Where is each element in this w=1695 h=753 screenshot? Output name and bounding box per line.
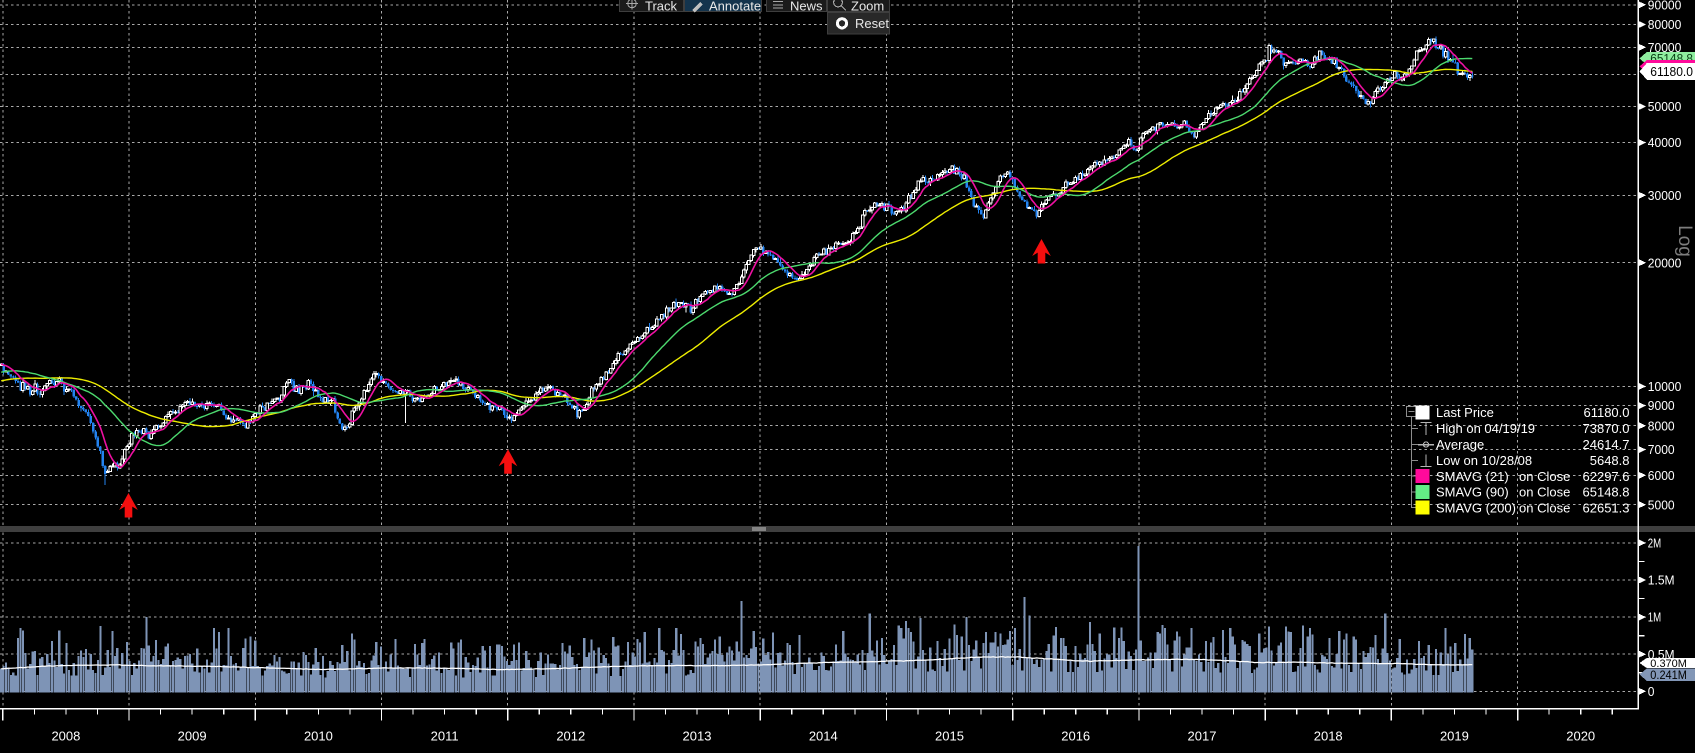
svg-text:2014: 2014 xyxy=(809,729,838,744)
svg-text:Average: Average xyxy=(1436,437,1484,452)
svg-text:2010: 2010 xyxy=(304,729,333,744)
svg-text:0.241M: 0.241M xyxy=(1650,668,1687,682)
svg-text:High on 04/19/19: High on 04/19/19 xyxy=(1436,421,1535,436)
svg-text:40000: 40000 xyxy=(1648,135,1682,150)
svg-text:2016: 2016 xyxy=(1061,729,1090,744)
svg-text:2013: 2013 xyxy=(683,729,712,744)
svg-text:Reset: Reset xyxy=(855,16,889,31)
svg-text:6000: 6000 xyxy=(1648,468,1675,483)
svg-text:Last Price: Last Price xyxy=(1436,405,1494,420)
svg-text:on Close: on Close xyxy=(1519,469,1570,484)
svg-text:2017: 2017 xyxy=(1188,729,1217,744)
svg-text:8000: 8000 xyxy=(1648,418,1675,433)
svg-text:50000: 50000 xyxy=(1648,99,1682,114)
svg-text:News: News xyxy=(790,0,823,13)
svg-text:61180.0: 61180.0 xyxy=(1650,64,1693,79)
svg-text:SMAVG (90): SMAVG (90) xyxy=(1436,484,1509,499)
svg-text:61180.0: 61180.0 xyxy=(1583,405,1629,420)
svg-text:2009: 2009 xyxy=(178,729,207,744)
svg-text:Log: Log xyxy=(1674,225,1695,257)
svg-text:0: 0 xyxy=(1648,684,1655,699)
svg-text:2019: 2019 xyxy=(1440,729,1469,744)
svg-text:1M: 1M xyxy=(1648,610,1661,625)
svg-text:20000: 20000 xyxy=(1648,255,1682,270)
svg-text:2011: 2011 xyxy=(431,729,459,744)
svg-text:1.5M: 1.5M xyxy=(1648,573,1675,588)
svg-text:65148.8: 65148.8 xyxy=(1583,484,1630,499)
svg-text:9000: 9000 xyxy=(1648,398,1675,413)
svg-text:SMAVG (200): SMAVG (200) xyxy=(1436,500,1516,515)
svg-text:on Close: on Close xyxy=(1519,500,1570,515)
svg-text:2008: 2008 xyxy=(51,729,80,744)
svg-text:Track: Track xyxy=(645,0,678,13)
svg-text:Zoom: Zoom xyxy=(851,0,884,13)
svg-text:2020: 2020 xyxy=(1566,729,1595,744)
svg-text:7000: 7000 xyxy=(1648,442,1675,457)
svg-text:2015: 2015 xyxy=(935,729,964,744)
svg-text:24614.7: 24614.7 xyxy=(1583,437,1630,452)
svg-text:10000: 10000 xyxy=(1648,379,1682,394)
svg-text:30000: 30000 xyxy=(1648,188,1682,203)
svg-text:62297.6: 62297.6 xyxy=(1583,469,1630,484)
svg-text:on Close: on Close xyxy=(1519,484,1570,499)
svg-text:80000: 80000 xyxy=(1648,17,1682,32)
svg-text:73870.0: 73870.0 xyxy=(1583,421,1630,436)
svg-text:SMAVG (21): SMAVG (21) xyxy=(1436,469,1509,484)
svg-text:5000: 5000 xyxy=(1648,497,1675,512)
svg-text:2012: 2012 xyxy=(556,729,585,744)
svg-text:62651.3: 62651.3 xyxy=(1583,500,1630,515)
svg-text:2M: 2M xyxy=(1648,536,1661,551)
svg-text:Low on 10/28/08: Low on 10/28/08 xyxy=(1436,453,1532,468)
svg-text:90000: 90000 xyxy=(1648,0,1682,12)
svg-text:5648.8: 5648.8 xyxy=(1590,453,1630,468)
svg-text:2018: 2018 xyxy=(1314,729,1343,744)
svg-text:Annotate: Annotate xyxy=(709,0,761,13)
